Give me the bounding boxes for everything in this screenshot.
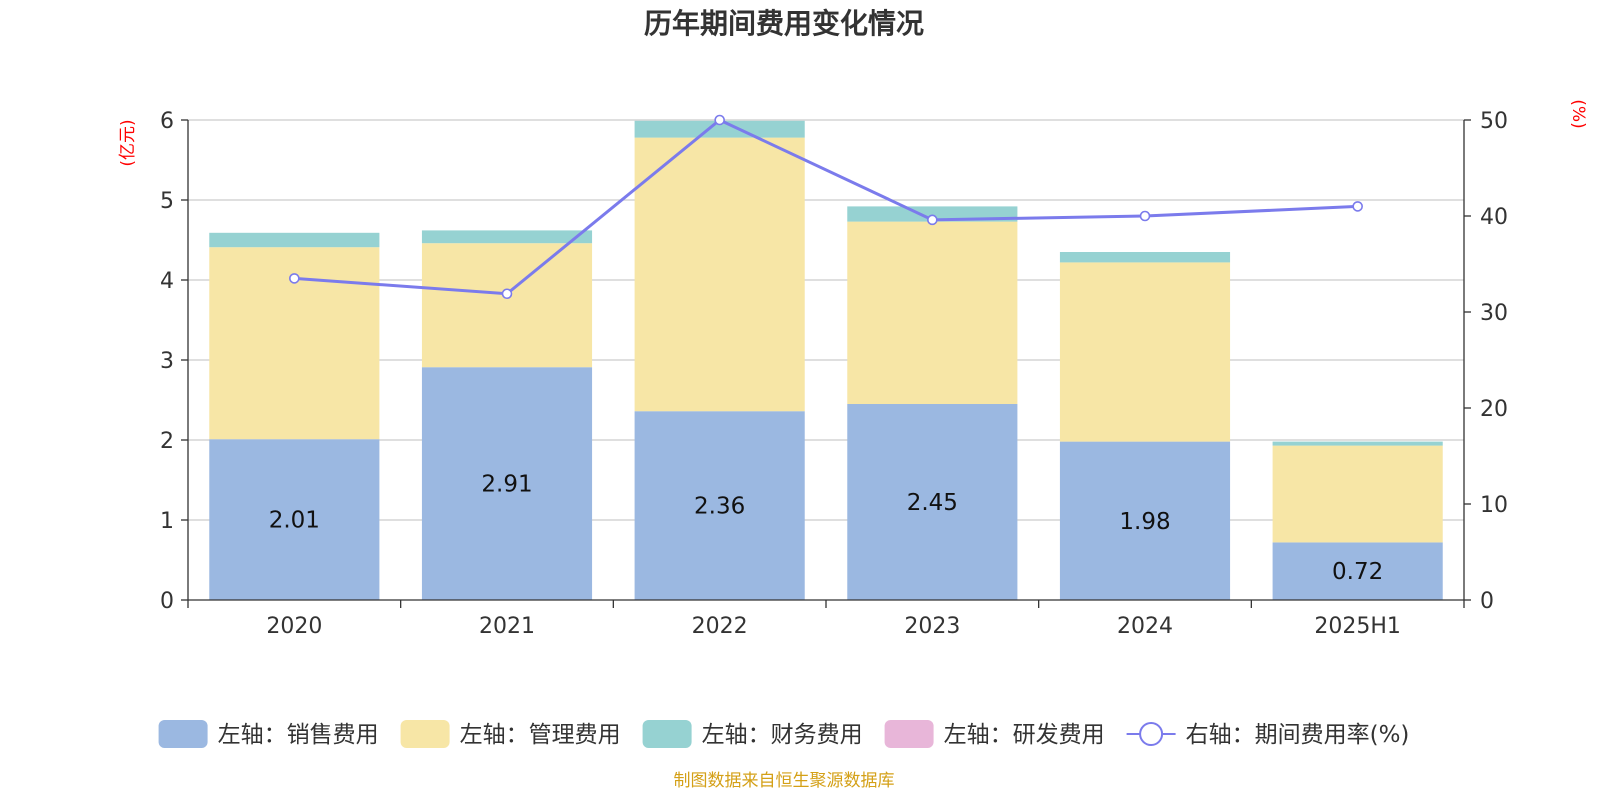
left-axis-unit: (亿元) xyxy=(118,119,138,166)
grid-lines xyxy=(188,119,1464,521)
bar-value-label: 2.45 xyxy=(907,490,958,516)
axes: 0 1 2 3 4 5 6 0 10 20 30 40 50 2020 2021 2022 2023 2024 20… xyxy=(160,109,1508,639)
right-axis-unit: (%) xyxy=(1568,99,1588,128)
right-tick-label: 0 xyxy=(1480,589,1494,614)
left-tick-label: 6 xyxy=(160,109,174,134)
bar-segment xyxy=(847,404,1018,600)
bar-value-label: 1.98 xyxy=(1119,509,1170,535)
bar-value-label: 2.01 xyxy=(269,508,320,534)
legend-swatch xyxy=(158,720,208,748)
rate-point xyxy=(714,114,725,126)
legend-swatch xyxy=(884,720,934,748)
x-tick-label: 2025H1 xyxy=(1314,614,1401,639)
bar-segment xyxy=(421,243,593,368)
x-tick-label: 2021 xyxy=(479,614,535,639)
rate-point xyxy=(289,273,300,284)
bar-segment xyxy=(1059,262,1231,442)
bar-segment xyxy=(634,137,805,412)
rate-line xyxy=(294,118,1358,296)
left-tick-label: 4 xyxy=(160,269,174,294)
bar-segment xyxy=(1272,542,1443,600)
right-tick-label: 40 xyxy=(1480,205,1508,230)
legend: 左轴：销售费用 左轴：管理费用 左轴：财务费用 左轴：研发费用 右轴：期间费用率(%) xyxy=(158,720,1410,748)
bar-segment xyxy=(634,120,805,138)
bar-segment xyxy=(209,232,380,248)
legend-swatch xyxy=(642,720,692,748)
rate-point xyxy=(1139,210,1151,222)
bar-value-label: 0.72 xyxy=(1332,559,1383,585)
rate-point xyxy=(1352,201,1363,212)
bar-segment xyxy=(1272,445,1443,543)
left-tick-label: 0 xyxy=(160,589,174,614)
rate-point xyxy=(501,288,513,300)
data-labels: 2.01 2.91 2.36 2.45 1.98 0.72 xyxy=(269,472,1384,586)
left-tick-label: 2 xyxy=(160,429,174,454)
x-tick-label: 2022 xyxy=(692,614,748,639)
legend-label: 左轴：研发费用 xyxy=(944,722,1105,748)
legend-swatch xyxy=(400,720,450,748)
right-tick-label: 20 xyxy=(1480,397,1508,422)
legend-label: 左轴：管理费用 xyxy=(460,722,621,748)
bar-segment xyxy=(847,221,1018,404)
bar-segment xyxy=(1272,441,1443,446)
bar-series xyxy=(209,120,1443,600)
right-tick-label: 50 xyxy=(1480,109,1508,134)
right-tick-label: 10 xyxy=(1480,493,1508,518)
bar-segment xyxy=(1059,441,1231,600)
x-tick-label: 2024 xyxy=(1117,614,1173,639)
legend-label: 左轴：销售费用 xyxy=(218,722,379,748)
line-series xyxy=(289,114,1363,300)
bar-segment xyxy=(209,439,380,600)
rate-point xyxy=(927,214,938,226)
bar-value-label: 2.36 xyxy=(694,494,745,520)
bar-value-label: 2.91 xyxy=(481,472,532,498)
bar-segment xyxy=(634,411,805,600)
bar-segment xyxy=(421,367,593,600)
source-note: 制图数据来自恒生聚源数据库 xyxy=(674,771,895,791)
legend-marker xyxy=(1139,722,1164,746)
chart-title: 历年期间费用变化情况 xyxy=(644,7,924,40)
legend-label: 右轴：期间费用率(%) xyxy=(1186,722,1410,748)
x-tick-label: 2023 xyxy=(904,614,960,639)
left-tick-label: 5 xyxy=(160,189,174,214)
left-tick-label: 1 xyxy=(160,509,174,534)
bar-segment xyxy=(1059,252,1231,263)
x-tick-label: 2020 xyxy=(266,614,322,639)
right-tick-label: 30 xyxy=(1480,301,1508,326)
left-tick-label: 3 xyxy=(160,349,174,374)
bar-segment xyxy=(421,230,593,244)
legend-label: 左轴：财务费用 xyxy=(702,722,863,748)
